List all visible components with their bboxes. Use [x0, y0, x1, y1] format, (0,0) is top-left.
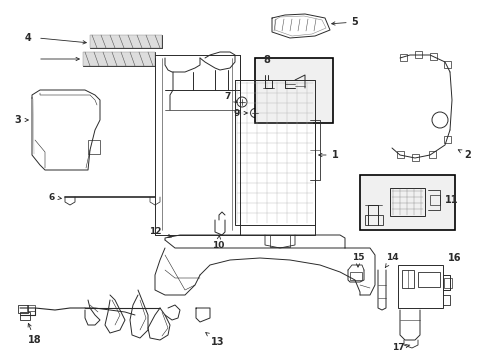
Bar	[83, 52, 155, 66]
Bar	[254, 58, 332, 123]
Bar	[443, 61, 450, 68]
Bar	[18, 305, 28, 313]
Text: 16: 16	[447, 253, 461, 263]
Bar	[399, 54, 406, 61]
Text: 5: 5	[331, 17, 358, 27]
Text: 11: 11	[445, 195, 458, 205]
Bar	[269, 235, 289, 247]
Bar	[389, 188, 424, 216]
Bar	[414, 51, 421, 58]
Text: 14: 14	[385, 253, 398, 267]
Text: 15: 15	[351, 253, 364, 267]
Text: 13: 13	[205, 333, 224, 347]
Bar	[443, 136, 450, 143]
Text: 17: 17	[391, 343, 409, 352]
Bar	[20, 312, 30, 320]
Bar	[411, 154, 418, 161]
Text: 7: 7	[224, 91, 237, 103]
Bar	[396, 151, 403, 158]
Bar	[364, 215, 382, 225]
Bar	[359, 175, 454, 230]
Bar	[428, 151, 435, 158]
Text: 18: 18	[28, 323, 42, 345]
Bar	[90, 35, 162, 48]
Text: 9: 9	[233, 108, 247, 117]
Bar	[88, 140, 100, 154]
Bar	[83, 52, 155, 66]
Bar	[235, 80, 314, 225]
Bar	[90, 35, 162, 48]
Text: 3: 3	[15, 115, 28, 125]
Bar	[429, 195, 439, 205]
Text: 12: 12	[148, 228, 171, 238]
Bar	[429, 53, 436, 60]
Text: 6: 6	[49, 193, 61, 202]
Bar	[443, 278, 451, 288]
Bar	[417, 272, 439, 287]
Text: 8: 8	[263, 55, 269, 65]
Text: 1: 1	[318, 150, 338, 160]
Bar	[27, 305, 35, 311]
Bar	[349, 272, 361, 280]
Text: 2: 2	[457, 150, 470, 160]
Bar	[401, 270, 413, 288]
Bar	[397, 265, 442, 308]
Text: 10: 10	[211, 235, 224, 249]
Text: 4: 4	[24, 33, 31, 43]
